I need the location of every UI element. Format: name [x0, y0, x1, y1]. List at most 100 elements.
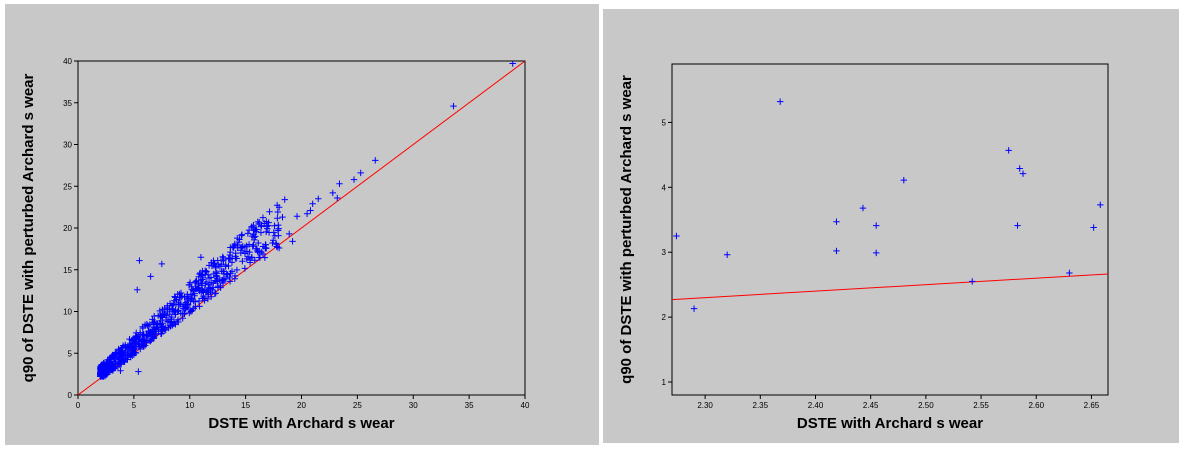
data-point [189, 307, 196, 314]
data-point [238, 231, 246, 238]
data-point [123, 353, 131, 361]
y-tick-label: 30 [63, 141, 72, 150]
data-point [222, 275, 230, 282]
data-point [251, 257, 258, 264]
data-point [204, 271, 212, 278]
data-point [237, 247, 245, 254]
data-point [509, 61, 516, 67]
data-point [723, 251, 731, 259]
data-point [1014, 222, 1021, 229]
data-point [372, 157, 379, 164]
data-point [259, 214, 267, 221]
data-point [235, 238, 243, 246]
data-point [174, 308, 181, 315]
data-point [211, 259, 218, 267]
data-point [129, 346, 137, 354]
data-point [163, 304, 171, 312]
data-point [176, 290, 183, 298]
data-point [315, 195, 322, 202]
x-tick-label: 2.55 [973, 401, 989, 410]
data-point [196, 286, 203, 293]
data-point [266, 208, 273, 215]
data-point [195, 281, 202, 288]
data-point [1019, 170, 1027, 177]
data-point [203, 278, 211, 286]
data-point [195, 297, 203, 305]
data-point [673, 232, 680, 240]
data-point [271, 222, 278, 229]
data-point [204, 295, 212, 303]
data-point [169, 305, 176, 312]
data-point [117, 351, 125, 358]
data-point [184, 293, 191, 300]
data-point [192, 278, 199, 285]
data-point [99, 372, 106, 380]
data-point [136, 335, 144, 343]
x-tick-label: 20 [297, 401, 306, 410]
data-point [190, 297, 197, 305]
data-point [208, 293, 215, 300]
right-chart-panel: 2.30 2.35 2.40 2.45 2.50 2.55 2.60 2.65 1 2 3 4 5 DST… [603, 9, 1179, 443]
data-point [357, 169, 364, 177]
data-point [205, 262, 213, 269]
data-point [233, 266, 241, 274]
data-point [262, 241, 269, 248]
data-point [196, 303, 203, 310]
data-point [202, 289, 210, 296]
data-point [141, 336, 149, 344]
data-point [211, 277, 219, 284]
data-point [969, 278, 976, 285]
data-point [205, 274, 213, 282]
y-tick-label: 25 [63, 182, 72, 191]
x-tick-label: 30 [409, 401, 418, 410]
data-point [244, 253, 252, 260]
data-point [150, 319, 157, 326]
data-point [132, 349, 140, 357]
data-point [117, 367, 124, 374]
data-point [212, 290, 219, 297]
data-point [172, 294, 179, 301]
plot-area [78, 61, 525, 395]
right-scatter-chart: 2.30 2.35 2.40 2.45 2.50 2.55 2.60 2.65 1 2 3 4 5 DST… [618, 63, 1109, 432]
data-point [309, 200, 316, 207]
data-point [250, 234, 258, 241]
data-point [185, 281, 193, 289]
data-point [255, 254, 263, 261]
data-point [265, 219, 272, 226]
x-tick-label: 2.50 [918, 401, 934, 410]
x-tick-label: 15 [241, 401, 250, 410]
data-point [115, 355, 122, 363]
plot-area [672, 98, 1108, 312]
y-tick-label: 40 [63, 57, 72, 66]
data-point [99, 362, 107, 369]
data-point [252, 228, 260, 235]
x-tick-label: 2.40 [808, 401, 824, 410]
data-point [281, 196, 288, 203]
data-point [329, 189, 336, 197]
data-point [1097, 201, 1104, 209]
data-point [136, 341, 143, 349]
data-point [147, 273, 154, 280]
data-point [145, 337, 153, 344]
data-point [177, 300, 184, 308]
data-point [232, 250, 239, 257]
x-tick-label: 25 [353, 401, 362, 410]
data-point [241, 265, 249, 272]
data-point [181, 301, 189, 308]
data-point [130, 336, 138, 343]
data-point [213, 270, 221, 277]
data-point [114, 363, 122, 370]
data-point [156, 307, 164, 315]
data-point [143, 332, 150, 339]
x-tick-label: 35 [465, 401, 474, 410]
data-point [205, 284, 213, 291]
y-tick-label: 1 [662, 378, 667, 387]
data-point [132, 339, 139, 347]
data-point [222, 261, 229, 269]
data-point [833, 218, 840, 225]
data-point [303, 210, 311, 218]
data-point [228, 255, 236, 262]
y-tick-label: 5 [662, 118, 667, 127]
data-point [263, 225, 271, 232]
data-point [200, 294, 208, 302]
